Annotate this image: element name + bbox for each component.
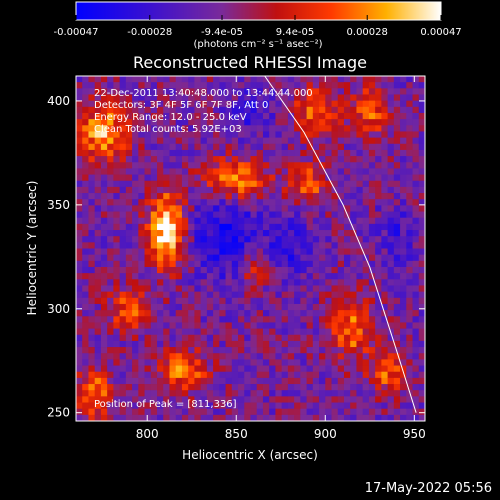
annotation-block: 22-Dec-2011 13:40:48.000 to 13:44:44.000…	[94, 88, 313, 135]
y-tick-label: 250	[47, 406, 70, 420]
x-axis-ticks: 800 850 900 950	[136, 76, 426, 441]
plot-area: 22-Dec-2011 13:40:48.000 to 13:44:44.000…	[47, 75, 426, 441]
colorbar-ticks: -0.00047 -0.00028 -9.4e-05 9.4e-05 0.00028 0.…	[54, 15, 462, 38]
colorbar-tick-label: -9.4e-05	[201, 27, 243, 38]
annotation-detectors: Detectors: 3F 4F 5F 6F 7F 8F, Att 0	[94, 100, 268, 111]
annotation-clean-counts: Clean Total counts: 5.92E+03	[94, 124, 242, 135]
y-tick-label: 350	[47, 198, 70, 212]
y-axis-label: Heliocentric Y (arcsec)	[25, 181, 39, 316]
colorbar-tick-label: 0.00047	[420, 27, 461, 38]
y-tick-label: 400	[47, 94, 70, 108]
x-tick-label: 950	[403, 427, 426, 441]
colorbar-tick-label: -0.00047	[54, 27, 99, 38]
timestamp-footer: 17-May-2022 05:56	[364, 481, 492, 496]
annotation-time-range: 22-Dec-2011 13:40:48.000 to 13:44:44.000	[94, 88, 313, 99]
plot-frame	[75, 75, 426, 422]
colorbar-unit-label: (photons cm⁻² s⁻¹ asec⁻²)	[193, 39, 322, 50]
colorbar: -0.00047 -0.00028 -9.4e-05 9.4e-05 0.00028 0.…	[54, 1, 462, 50]
y-axis-ticks: 250 300 350 400	[47, 94, 425, 420]
colorbar-tick-label: -0.00028	[127, 27, 172, 38]
colorbar-tick-label: 0.00028	[347, 27, 388, 38]
colorbar-gradient	[75, 1, 442, 21]
colorbar-tick-label: 9.4e-05	[276, 27, 314, 38]
solar-limb-curve	[264, 76, 417, 413]
x-tick-label: 800	[136, 427, 159, 441]
heatmap	[76, 76, 425, 421]
chart-title: Reconstructed RHESSI Image	[133, 53, 367, 72]
y-tick-label: 300	[47, 302, 70, 316]
x-axis-label: Heliocentric X (arcsec)	[182, 448, 318, 462]
peak-position-label: Position of Peak = [811,336]	[94, 399, 237, 410]
x-tick-label: 900	[314, 427, 337, 441]
x-tick-label: 850	[225, 427, 248, 441]
annotation-energy-range: Energy Range: 12.0 - 25.0 keV	[94, 112, 247, 123]
